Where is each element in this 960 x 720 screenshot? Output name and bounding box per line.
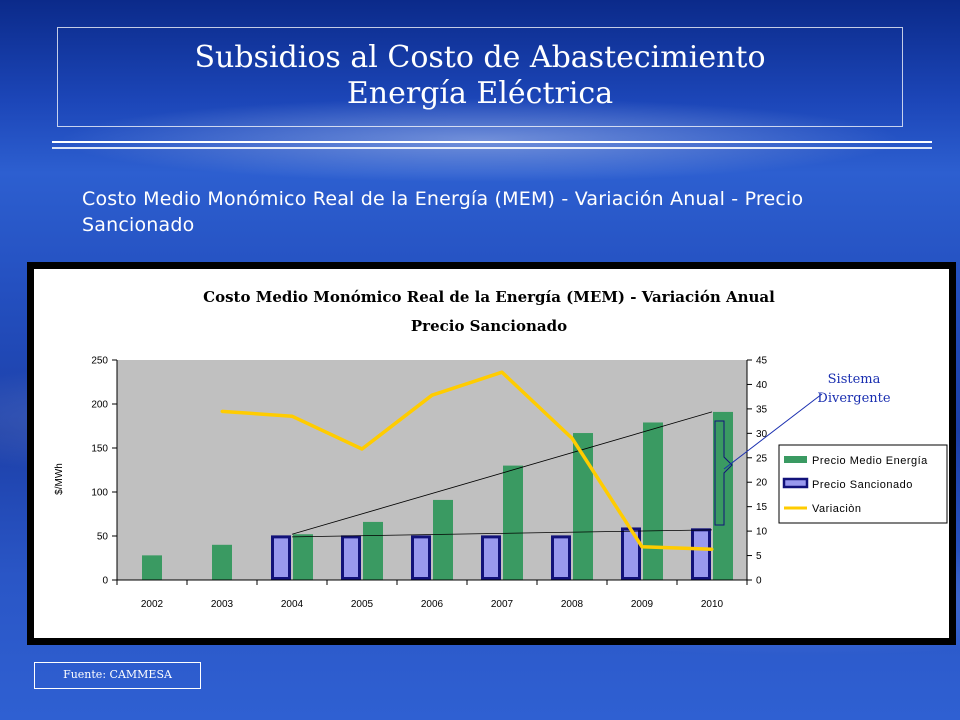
trendline-0 — [291, 411, 713, 535]
y-tick-label: 50 — [97, 532, 109, 543]
legend-label-precio-sancionado: Precio Sancionado — [812, 479, 913, 491]
bar-precio-medio-2005 — [363, 521, 383, 580]
y2-tick-label: 20 — [756, 478, 768, 489]
y2-tick-label: 25 — [756, 453, 768, 464]
x-tick-label-2002: 2002 — [141, 599, 164, 610]
x-tick-label-2006: 2006 — [421, 599, 444, 610]
y-tick-label: 250 — [91, 356, 108, 367]
y2-tick-label: 40 — [756, 380, 768, 391]
y2-tick-label: 35 — [756, 404, 768, 415]
y2-tick-label: 0 — [756, 576, 762, 587]
divergence-brace — [714, 420, 733, 526]
y2-tick-label: 10 — [756, 527, 768, 538]
x-tick-label-2004: 2004 — [281, 599, 304, 610]
x-tick-label-2008: 2008 — [561, 599, 584, 610]
chart-area: Costo Medio Monómico Real de la Energía … — [34, 269, 949, 638]
divider-rule — [52, 141, 932, 143]
bar-precio-sancionado-2008 — [551, 535, 571, 581]
y-tick-label: 200 — [91, 400, 108, 411]
point-variacion-2004 — [290, 414, 294, 418]
chart-frame: Costo Medio Monómico Real de la Energía … — [27, 262, 956, 645]
y2-tick-label: 45 — [756, 356, 768, 367]
point-variacion-2005 — [360, 447, 364, 451]
chart-legend: Precio Medio Energía Precio Sancionado V… — [778, 444, 948, 524]
combo-chart: Costo Medio Monómico Real de la Energía … — [54, 288, 948, 610]
y-tick-label: 150 — [91, 444, 108, 455]
bar-precio-sancionado-2004 — [271, 535, 291, 581]
bar-precio-medio-2006 — [433, 499, 453, 580]
slide-title-second-line: Energía Eléctrica — [346, 76, 614, 111]
bar-precio-sancionado-2005 — [341, 535, 361, 581]
legend-label-precio-medio: Precio Medio Energía — [812, 455, 928, 467]
divider-rule-secondary — [52, 147, 932, 149]
chart-title-second-line: Precio Sancionado — [411, 317, 567, 335]
annotation-line2: Divergente — [817, 391, 890, 406]
line-variacion — [221, 370, 713, 551]
y2-tick-label: 15 — [756, 502, 768, 513]
point-variacion-2010 — [710, 547, 714, 551]
y-tick-label: 0 — [102, 576, 108, 587]
annotation-pointer — [723, 393, 823, 470]
trendline-1 — [291, 529, 713, 538]
y-tick-label: 100 — [91, 488, 108, 499]
point-variacion-2003 — [220, 409, 224, 413]
point-variacion-2006 — [430, 393, 434, 397]
y2-tick-label: 30 — [756, 429, 768, 440]
point-variacion-2008 — [570, 436, 574, 440]
source-note: Fuente: CAMMESA — [34, 662, 201, 689]
bar-precio-medio-2009 — [643, 422, 663, 580]
annotation-line1: Sistema — [828, 372, 881, 387]
x-tick-label-2009: 2009 — [631, 599, 654, 610]
bar-precio-medio-2008 — [573, 433, 593, 580]
x-tick-label-2007: 2007 — [491, 599, 514, 610]
legend-label-variacion: Variaciòn — [812, 503, 862, 515]
bar-precio-sancionado-2007 — [481, 535, 501, 581]
bar-precio-medio-2004 — [293, 534, 313, 580]
point-variacion-2009 — [640, 545, 644, 549]
bar-precio-sancionado-2006 — [411, 535, 431, 581]
bar-precio-medio-2003 — [212, 544, 232, 580]
y2-tick-label: 5 — [756, 551, 762, 562]
legend-swatch-precio-medio — [784, 456, 807, 463]
bar-precio-sancionado-2010 — [691, 528, 711, 580]
slide-title: Subsidios al Costo de Abastecimiento — [194, 40, 766, 75]
chart-title: Costo Medio Monómico Real de la Energía … — [203, 288, 775, 306]
y-axis-label: $/MWh — [54, 463, 65, 495]
point-variacion-2007 — [500, 370, 504, 374]
x-tick-label-2010: 2010 — [701, 599, 724, 610]
bar-precio-medio-2002 — [142, 555, 162, 580]
x-tick-label-2003: 2003 — [211, 599, 234, 610]
bar-precio-medio-2007 — [503, 465, 523, 580]
x-tick-label-2005: 2005 — [351, 599, 374, 610]
slide-subtitle: Costo Medio Monómico Real de la Energía … — [82, 188, 804, 236]
slide-title-box: Subsidios al Costo de Abastecimiento Ene… — [57, 27, 903, 127]
legend-swatch-precio-sancionado — [782, 477, 809, 489]
